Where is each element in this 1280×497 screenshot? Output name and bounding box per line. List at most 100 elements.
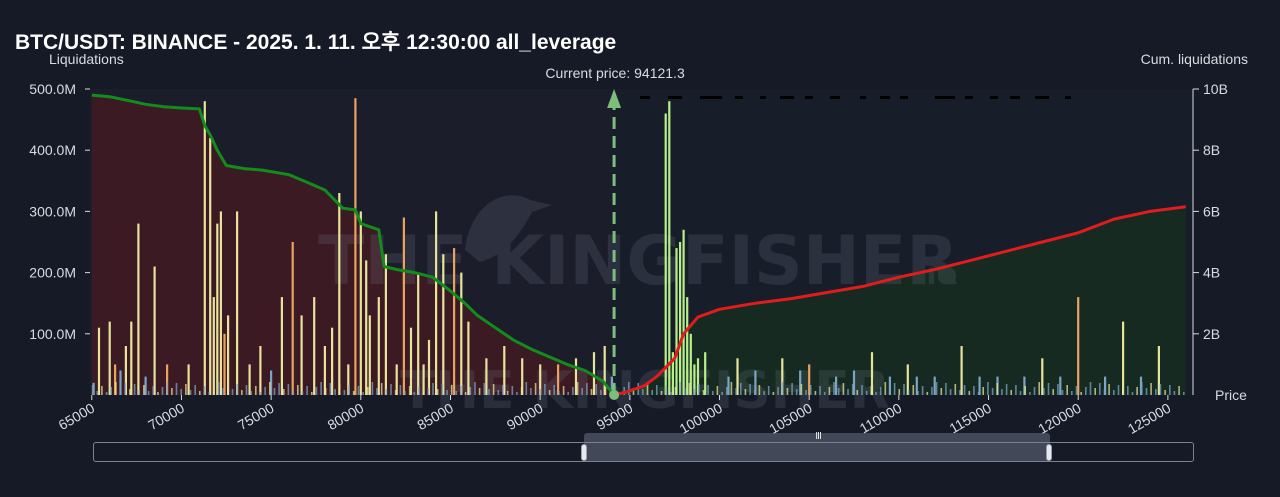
liquidation-bar-minor xyxy=(679,382,681,395)
liquidation-bar-minor xyxy=(408,386,411,395)
liquidation-bar xyxy=(675,248,678,395)
liquidation-bar xyxy=(124,346,127,395)
liquidation-bar-minor xyxy=(562,386,565,395)
liquidation-bar xyxy=(137,223,140,395)
liquidation-bar-minor xyxy=(488,389,490,395)
liquidation-bar-minor xyxy=(684,388,686,395)
liquidation-bar-minor xyxy=(604,385,607,395)
liquidation-bar-minor xyxy=(371,382,374,395)
liquidation-bar-minor xyxy=(847,389,849,395)
liquidation-bar-minor xyxy=(231,389,234,395)
liquidation-bar xyxy=(97,327,101,395)
y-axis-label: Liquidations xyxy=(49,51,124,67)
liquidation-bar xyxy=(808,364,811,395)
liquidation-bar xyxy=(108,321,111,395)
liquidation-bar-minor xyxy=(730,382,733,395)
liquidation-bar-minor xyxy=(441,384,444,395)
liquidation-bar-minor xyxy=(539,389,542,395)
liquidation-bar-minor xyxy=(823,392,826,395)
liquidation-bar xyxy=(365,260,368,395)
liquidation-bar xyxy=(1023,376,1026,395)
liquidation-bar xyxy=(347,364,350,395)
liquidation-bar-minor xyxy=(856,390,859,395)
liquidation-bar-minor xyxy=(800,384,803,395)
liquidation-bar-minor xyxy=(287,384,290,395)
liquidation-bar-minor xyxy=(749,384,751,395)
liquidation-bar-minor xyxy=(833,382,835,395)
liquidation-bar xyxy=(384,254,387,395)
liquidation-bar xyxy=(395,364,398,395)
range-slider-left-handle[interactable] xyxy=(581,444,587,461)
liquidation-bar-minor xyxy=(665,386,667,395)
liquidation-bar xyxy=(313,297,316,395)
liquidation-bar-minor xyxy=(656,385,658,395)
liquidation-bar-minor xyxy=(1099,383,1101,395)
x-tick-label: 120000 xyxy=(1035,400,1084,437)
liquidation-bar-minor xyxy=(646,384,649,395)
liquidation-bar xyxy=(671,352,674,395)
liquidation-bar-minor xyxy=(1047,383,1050,395)
liquidation-bar-minor xyxy=(926,392,929,395)
liquidation-bar-minor xyxy=(105,392,108,395)
liquidation-bar xyxy=(933,376,936,395)
watermark-suffix: .io xyxy=(915,257,957,292)
liquidation-bar xyxy=(693,364,696,395)
liquidation-bar-minor xyxy=(842,383,845,395)
x-tick-label: 125000 xyxy=(1125,400,1174,437)
range-slider-grip-icon[interactable]: III xyxy=(815,431,822,442)
liquidation-bar-minor xyxy=(688,383,691,395)
current-price-dot xyxy=(609,390,620,400)
liquidation-bar-minor xyxy=(390,384,392,395)
liquidation-bar-minor xyxy=(1169,385,1171,395)
range-slider-track[interactable] xyxy=(93,442,1194,462)
liquidation-bar-minor xyxy=(492,384,495,395)
liquidation-bar-minor xyxy=(250,391,252,395)
liquidation-bar-minor xyxy=(1038,382,1040,395)
liquidation-bar-minor xyxy=(865,391,868,395)
liquidation-bar xyxy=(280,297,283,395)
liquidation-bar-minor xyxy=(236,384,238,395)
liquidation-bar-minor xyxy=(203,386,206,395)
liquidation-bar xyxy=(557,364,560,395)
dash-mark xyxy=(760,96,766,99)
liquidation-bar xyxy=(503,346,506,395)
liquidation-bar-minor xyxy=(385,389,388,395)
liquidation-bar-minor xyxy=(805,390,807,395)
liquidation-bar xyxy=(689,333,692,395)
liquidation-bar-minor xyxy=(101,386,103,395)
liquidation-bar-minor xyxy=(292,390,294,395)
liquidation-bar-minor xyxy=(1005,384,1008,395)
liquidation-bar xyxy=(114,364,117,395)
liquidation-bar-minor xyxy=(959,390,961,395)
liquidation-bar-minor xyxy=(861,385,863,395)
liquidation-bar xyxy=(835,376,838,395)
cumulative-lines xyxy=(91,93,1186,397)
liquidation-bar xyxy=(291,242,294,395)
liquidation-bar-minor xyxy=(115,382,117,395)
liquidation-bar-minor xyxy=(1015,385,1017,395)
liquidation-bar-minor xyxy=(348,385,350,395)
liquidation-bar-minor xyxy=(301,391,304,395)
liquidation-bar-minor xyxy=(520,387,523,395)
x-tick-label: 75000 xyxy=(235,400,277,433)
liquidation-bar-minor xyxy=(213,387,215,395)
dash-mark xyxy=(700,96,722,99)
liquidation-bar-minor xyxy=(166,382,168,395)
liquidation-bar xyxy=(248,364,251,395)
range-slider-window[interactable] xyxy=(584,433,1050,462)
range-slider-right-handle[interactable] xyxy=(1046,444,1052,461)
liquidation-bar-minor xyxy=(712,391,714,395)
liquidation-bar-minor xyxy=(758,385,761,395)
liquidation-bar-minor xyxy=(1052,389,1054,395)
liquidation-bar-minor xyxy=(628,382,630,395)
liquidation-bar-minor xyxy=(1122,391,1124,395)
liquidation-bar-minor xyxy=(735,388,737,395)
liquidation-bar xyxy=(354,98,357,395)
liquidation-bar-minor xyxy=(1108,384,1110,395)
liquidation-bar xyxy=(453,248,456,395)
liquidation-bar xyxy=(359,211,362,395)
liquidation-bar-minor xyxy=(189,390,192,395)
liquidation-bar-minor xyxy=(432,383,434,395)
liquidation-bar-minor xyxy=(255,386,257,395)
